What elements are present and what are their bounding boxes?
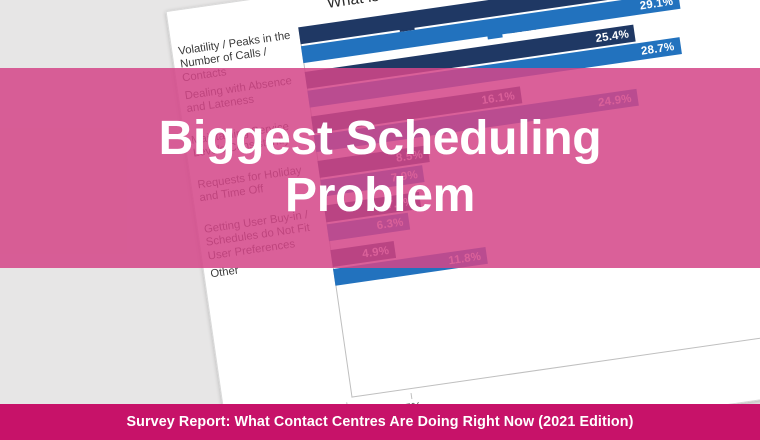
bottom-banner: Survey Report: What Contact Centres Are …: [0, 404, 760, 440]
x-tick-mark: [410, 392, 413, 400]
headline-overlay: Biggest Scheduling Problem: [0, 68, 760, 268]
bar-value-label: 28.7%: [640, 40, 676, 58]
headline-band: [0, 68, 760, 268]
bar-value-label: 29.1%: [638, 0, 674, 12]
headline-line-1: Biggest Scheduling: [158, 112, 602, 166]
bar-value-label: 25.4%: [594, 27, 630, 45]
category-axis-labels: Volatility / Peaks in the Number of Call…: [177, 28, 311, 281]
headline-line-2: Problem: [285, 169, 475, 222]
banner-text: Survey Report: What Contact Centres Are …: [126, 414, 634, 430]
